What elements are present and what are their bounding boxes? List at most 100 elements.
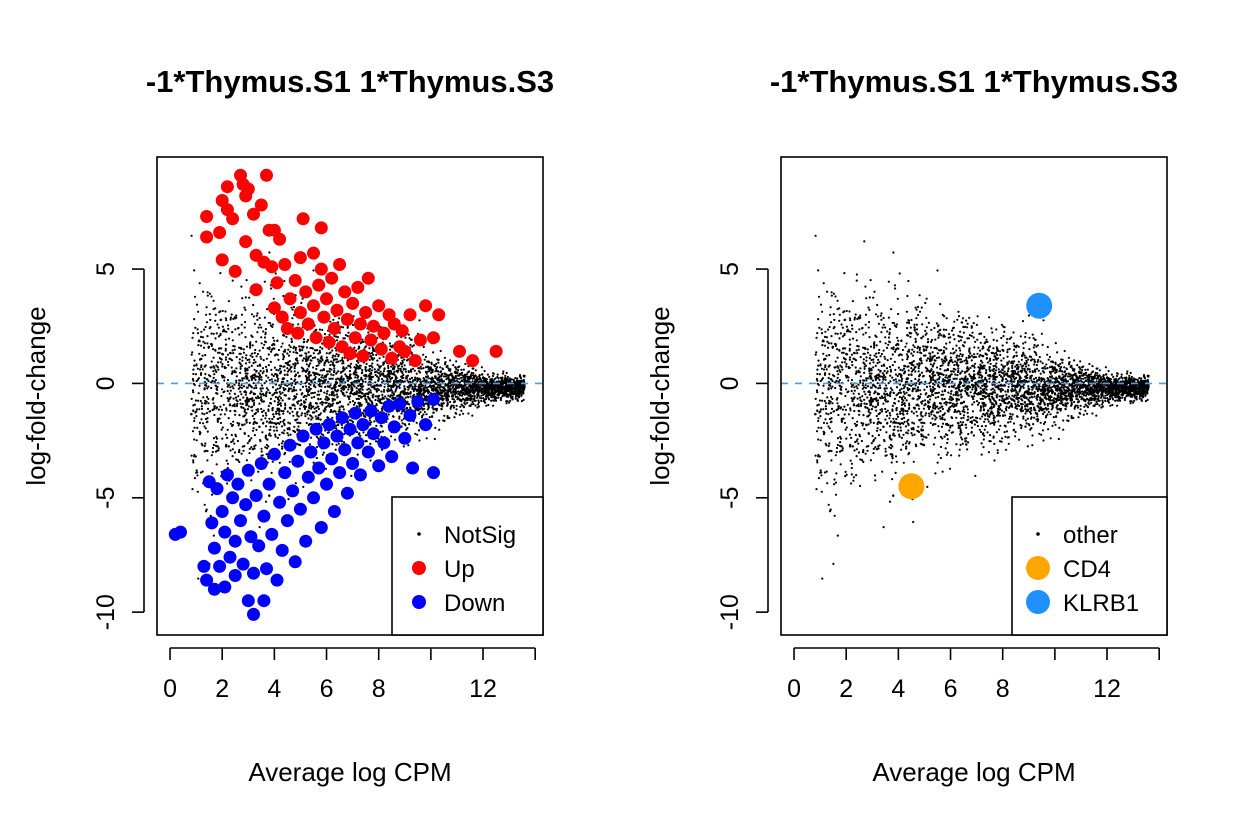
gene-point [235, 316, 238, 319]
gene-point [421, 414, 424, 418]
gene-point [230, 366, 233, 369]
gene-point [335, 361, 338, 364]
gene-point [243, 423, 246, 426]
gene-point [244, 296, 247, 299]
gene-point [494, 398, 497, 401]
axis-ticks: 0 2 4 6 8 12-10-505 [716, 262, 1160, 703]
gene-point [216, 366, 219, 369]
gene-point [221, 352, 224, 355]
gene-point [256, 331, 259, 334]
down-point [398, 431, 412, 445]
up-point [239, 235, 253, 249]
gene-point [284, 402, 287, 405]
gene-point [488, 386, 491, 390]
gene-point [210, 332, 213, 335]
gene-point [209, 318, 212, 321]
gene-point [369, 442, 372, 445]
gene-point [432, 408, 435, 411]
gene-point [325, 352, 328, 355]
gene-point [271, 323, 274, 326]
chart-title: -1*Thymus.S1 1*Thymus.S3 [146, 64, 554, 99]
gene-point [405, 428, 408, 431]
gene-point [358, 364, 361, 367]
gene-point [497, 380, 500, 383]
gene-point [491, 374, 495, 378]
gene-point [993, 389, 996, 392]
gene-point [914, 370, 917, 373]
gene-point [371, 394, 374, 397]
gene-point [278, 402, 281, 406]
gene-point [222, 403, 225, 406]
gene-point [481, 387, 484, 390]
gene-point [366, 388, 369, 391]
gene-point [486, 373, 489, 376]
gene-point [264, 435, 267, 438]
gene-point [201, 444, 204, 447]
gene-point [394, 438, 397, 441]
gene-point [235, 404, 239, 407]
gene-point [227, 384, 231, 387]
gene-point [303, 407, 307, 411]
gene-point [323, 364, 326, 367]
gene-point [293, 370, 296, 373]
gene-point [260, 390, 263, 393]
gene-point [455, 360, 458, 363]
down-point [327, 505, 341, 518]
gene-point [443, 414, 446, 417]
gene-point [474, 384, 477, 388]
gene-point [238, 346, 241, 349]
gene-point [334, 355, 337, 358]
gene-point [332, 358, 336, 361]
gene-point [239, 398, 242, 401]
gene-point [355, 430, 359, 434]
gene-point [288, 360, 291, 363]
gene-point [282, 355, 285, 358]
gene-point [852, 392, 855, 395]
gene-point [247, 379, 250, 382]
gene-point [347, 383, 350, 386]
gene-point [241, 423, 244, 426]
gene-point [307, 372, 310, 376]
gene-point [309, 359, 312, 362]
gene-point [200, 357, 203, 360]
gene-point [408, 337, 411, 340]
gene-point [438, 428, 441, 431]
gene-point [945, 317, 948, 320]
gene-point [298, 407, 301, 410]
gene-point [264, 328, 267, 331]
down-point [346, 457, 360, 470]
gene-point [335, 427, 338, 430]
gene-point [348, 374, 351, 377]
gene-point [305, 388, 308, 391]
gene-point [219, 272, 222, 275]
gene-point [324, 361, 327, 364]
gene-point [328, 333, 331, 336]
gene-point [369, 399, 372, 402]
gene-point [353, 385, 356, 388]
gene-point [458, 413, 461, 416]
gene-point [373, 384, 376, 387]
gene-point [512, 383, 515, 387]
gene-point [1027, 358, 1030, 361]
up-point [395, 324, 409, 338]
gene-point [364, 380, 367, 383]
gene-point [260, 393, 263, 396]
gene-point [349, 384, 352, 387]
gene-point [431, 384, 434, 387]
gene-point [461, 374, 464, 377]
y-axis-title: log-fold-change [21, 306, 51, 485]
gene-point [261, 454, 264, 457]
gene-point [441, 386, 445, 389]
gene-point [274, 433, 277, 436]
gene-point [196, 474, 199, 477]
gene-point [314, 372, 317, 375]
gene-point [211, 398, 214, 401]
gene-point [374, 398, 377, 402]
gene-point [370, 364, 373, 367]
panel-right: -1*Thymus.S1 1*Thymus.S3 log-fold-change… [645, 64, 1178, 787]
gene-point [382, 370, 386, 373]
gene-point [268, 494, 271, 497]
gene-point [343, 385, 346, 388]
gene-point [492, 388, 495, 391]
legend-up-marker [412, 561, 426, 575]
